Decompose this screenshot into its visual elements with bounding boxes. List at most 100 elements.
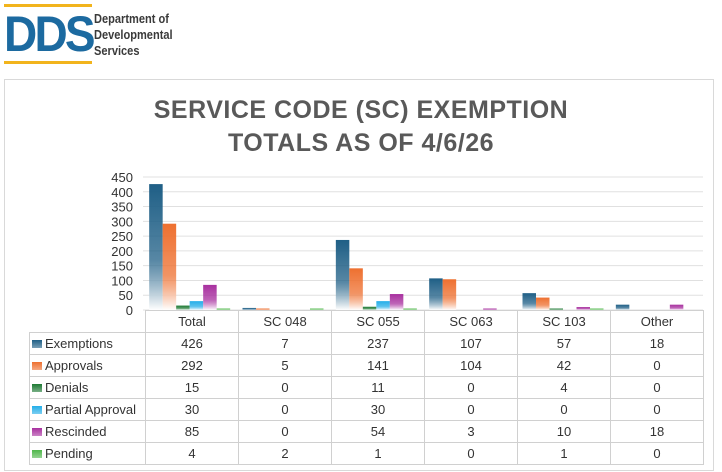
bar-pending	[216, 308, 231, 310]
series-legend: Approvals	[29, 354, 146, 377]
bar-rescinded	[389, 294, 404, 310]
data-cell: 0	[238, 420, 332, 443]
data-cell: 0	[424, 398, 518, 421]
table-row: Partial Approval 30 0 30 0 0 0	[29, 398, 704, 421]
series-legend: Pending	[29, 442, 146, 465]
bar-partial-approval	[189, 301, 204, 310]
table-row: Exemptions 426 7 237 107 57 18	[29, 332, 704, 355]
bar-rescinded	[669, 304, 684, 310]
bar-partial-approval	[376, 301, 390, 310]
y-tick-label: 450	[111, 170, 133, 185]
bar-rescinded	[483, 308, 497, 310]
legend-key-icon	[32, 362, 42, 370]
data-cell: 0	[610, 376, 704, 399]
data-cell: 1	[517, 442, 611, 465]
data-cell: 5	[238, 354, 332, 377]
data-cell: 2	[238, 442, 332, 465]
table-row: Rescinded 85 0 54 3 10 18	[29, 420, 704, 443]
table-row: Pending 4 2 1 0 1 0	[29, 442, 704, 465]
y-tick-label: 250	[111, 229, 133, 244]
series-name: Partial Approval	[45, 402, 137, 417]
legend-key-icon	[32, 340, 42, 348]
logo-mark: DDS	[4, 6, 96, 62]
data-cell: 10	[517, 420, 611, 443]
bar-exemptions	[242, 307, 256, 310]
series-legend: Denials	[29, 376, 146, 399]
series-name: Approvals	[45, 358, 103, 373]
legend-key-icon	[32, 428, 42, 436]
y-tick-label: 200	[111, 244, 133, 259]
chart-title: SERVICE CODE (SC) EXEMPTION TOTALS AS OF…	[0, 94, 722, 160]
series-name: Exemptions	[45, 336, 113, 351]
data-cell: 141	[331, 354, 425, 377]
data-cell: 3	[424, 420, 518, 443]
data-cell: 426	[145, 332, 239, 355]
bar-exemptions	[522, 293, 536, 310]
legend-key-icon	[32, 384, 42, 392]
data-cell: 0	[517, 398, 611, 421]
data-cell: 15	[145, 376, 239, 399]
category-label: SC 063	[424, 310, 518, 333]
series-name: Rescinded	[45, 424, 107, 439]
bar-denials	[176, 305, 190, 310]
legend-key-icon	[32, 450, 42, 458]
bar-exemptions	[429, 278, 443, 310]
logo-org-name: Department of Developmental Services	[94, 11, 173, 58]
table-corner	[29, 310, 146, 333]
data-cell: 0	[424, 376, 518, 399]
data-cell: 4	[145, 442, 239, 465]
data-cell: 18	[610, 420, 704, 443]
bar-approvals	[162, 223, 177, 310]
data-cell: 1	[331, 442, 425, 465]
bar-denials	[362, 306, 377, 310]
chart-frame	[4, 79, 714, 471]
series-legend: Rescinded	[29, 420, 146, 443]
y-tick-label: 400	[111, 185, 133, 200]
series-name: Pending	[45, 446, 93, 461]
dds-logo: DDS Department of Developmental Services	[4, 4, 194, 64]
y-tick-label: 300	[111, 214, 133, 229]
y-tick-label: 50	[119, 288, 133, 303]
data-cell: 107	[424, 332, 518, 355]
data-cell: 54	[331, 420, 425, 443]
bar-pending	[590, 308, 604, 310]
table-row: Approvals 292 5 141 104 42 0	[29, 354, 704, 377]
y-tick-label: 100	[111, 273, 133, 288]
bar-rescinded	[576, 307, 590, 310]
bar-exemptions	[335, 239, 350, 310]
bar-approvals	[349, 268, 363, 310]
category-label: SC 055	[331, 310, 425, 333]
data-cell: 42	[517, 354, 611, 377]
data-cell: 0	[610, 398, 704, 421]
data-cell: 85	[145, 420, 239, 443]
data-cell: 0	[238, 376, 332, 399]
y-tick-label: 350	[111, 200, 133, 215]
bar-exemptions	[149, 184, 163, 310]
data-cell: 7	[238, 332, 332, 355]
bar-denials	[549, 308, 563, 310]
data-cell: 30	[145, 398, 239, 421]
data-cell: 0	[424, 442, 518, 465]
data-cell: 237	[331, 332, 425, 355]
bar-approvals	[256, 308, 270, 310]
data-cell: 0	[238, 398, 332, 421]
bar-rescinded	[203, 284, 217, 310]
series-legend: Partial Approval	[29, 398, 146, 421]
bar-approvals	[536, 297, 550, 310]
data-cell: 11	[331, 376, 425, 399]
category-label: SC 103	[517, 310, 611, 333]
data-cell: 0	[610, 354, 704, 377]
bar-exemptions	[615, 304, 630, 310]
title-line-1: SERVICE CODE (SC) EXEMPTION	[153, 96, 569, 124]
data-table: Total SC 048 SC 055 SC 063 SC 103 Other Exempt…	[29, 310, 704, 465]
bar-pending	[310, 308, 324, 310]
y-tick-label: 150	[111, 259, 133, 274]
category-label: SC 048	[238, 310, 332, 333]
table-row: Denials 15 0 11 0 4 0	[29, 376, 704, 399]
series-name: Denials	[45, 380, 89, 395]
data-cell: 4	[517, 376, 611, 399]
data-cell: 18	[610, 332, 704, 355]
data-cell: 30	[331, 398, 425, 421]
data-cell: 57	[517, 332, 611, 355]
title-line-2: TOTALS AS OF 4/6/26	[227, 129, 495, 157]
